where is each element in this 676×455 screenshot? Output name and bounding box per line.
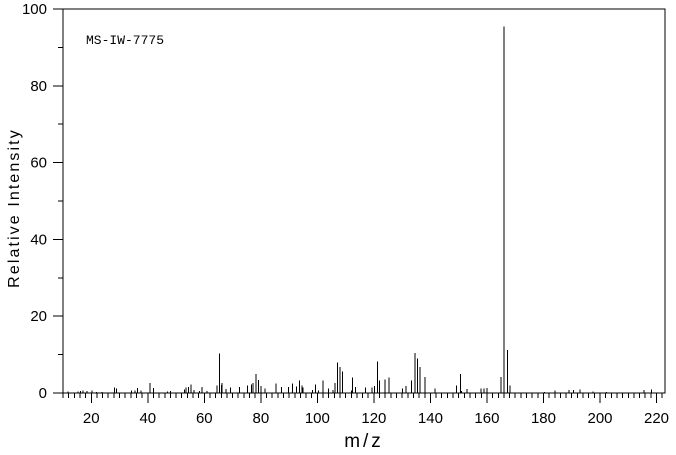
svg-text:MS-IW-7775: MS-IW-7775 xyxy=(86,33,164,48)
svg-text:160: 160 xyxy=(474,410,499,427)
svg-text:100: 100 xyxy=(22,1,47,18)
svg-text:80: 80 xyxy=(252,410,269,427)
svg-text:180: 180 xyxy=(531,410,556,427)
svg-text:60: 60 xyxy=(30,155,47,172)
svg-text:0: 0 xyxy=(39,385,47,402)
svg-text:40: 40 xyxy=(30,231,47,248)
svg-text:200: 200 xyxy=(587,410,612,427)
svg-text:220: 220 xyxy=(644,410,669,427)
svg-text:60: 60 xyxy=(196,410,213,427)
svg-text:20: 20 xyxy=(30,308,47,325)
svg-text:100: 100 xyxy=(305,410,330,427)
svg-text:120: 120 xyxy=(361,410,386,427)
svg-text:140: 140 xyxy=(418,410,443,427)
svg-text:20: 20 xyxy=(83,410,100,427)
svg-text:80: 80 xyxy=(30,78,47,95)
svg-text:40: 40 xyxy=(139,410,156,427)
